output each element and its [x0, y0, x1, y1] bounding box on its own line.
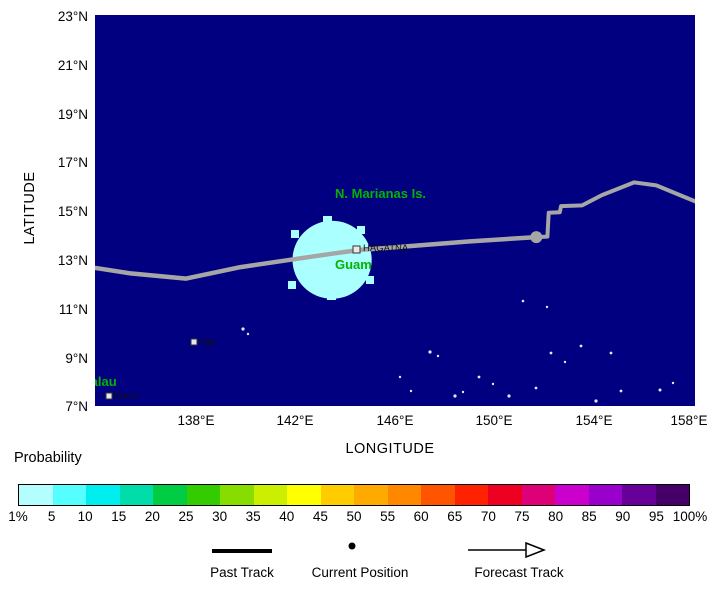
y-tick-label: 17°N [57, 155, 88, 170]
colorbar-tick-label: 20 [144, 509, 160, 524]
colorbar-segment [622, 485, 656, 505]
colorbar-segment [320, 485, 354, 505]
colorbar-segment [655, 485, 689, 505]
colorbar-segment [555, 485, 589, 505]
koror-marker [105, 392, 113, 400]
x-tick-label: 158°E [670, 413, 708, 428]
colorbar-tick-label: 35 [245, 509, 261, 524]
colorbar-segment [153, 485, 187, 505]
colorbar-segment [186, 485, 220, 505]
colorbar-segment [287, 485, 321, 505]
legend-current-position-dot [348, 542, 356, 550]
colorbar-tick-label: 40 [279, 509, 295, 524]
y-tick-label: 7°N [65, 399, 88, 414]
legend-forecast-arrowhead-icon [525, 541, 547, 559]
colorbar-segment [86, 485, 120, 505]
x-tick-label: 154°E [575, 413, 613, 428]
colorbar-tick-label: 60 [413, 509, 429, 524]
colorbar-tick-label: 1% [8, 509, 28, 524]
x-tick-label: 142°E [276, 413, 314, 428]
colorbar-segment [421, 485, 455, 505]
colorbar-segment [387, 485, 421, 505]
map-plot-area: N. Marianas Is. Guam Palau HAGATNA Yap K… [95, 15, 695, 406]
colorbar-tick-label: 10 [77, 509, 93, 524]
colorbar-tick-label: 80 [548, 509, 564, 524]
colorbar-tick-label: 75 [514, 509, 530, 524]
label-hagatna: HAGATNA [363, 243, 409, 254]
y-tick-label: 21°N [57, 58, 88, 73]
x-tick-label: 138°E [177, 413, 215, 428]
past-track-line [95, 234, 539, 281]
colorbar-segment [220, 485, 254, 505]
ocean-background [95, 15, 695, 406]
colorbar-tick-label: 25 [178, 509, 194, 524]
colorbar-tick-label: 15 [111, 509, 127, 524]
colorbar-tick-label: 90 [615, 509, 631, 524]
label-palau: Palau [95, 374, 117, 389]
label-n-marianas: N. Marianas Is. [335, 186, 427, 201]
probability-area [292, 220, 372, 299]
colorbar-tick-label: 85 [581, 509, 597, 524]
y-tick-label: 23°N [57, 9, 88, 24]
colorbar-tick-label: 95 [648, 509, 664, 524]
colorbar-segment [521, 485, 555, 505]
y-tick-label: 9°N [65, 351, 88, 366]
legend-current-position-label: Current Position [311, 565, 409, 580]
colorbar-tick-label: 50 [346, 509, 362, 524]
y-tick-label: 11°N [58, 302, 88, 317]
colorbar-segment [19, 485, 53, 505]
colorbar-tick-label: 100% [672, 509, 708, 524]
island-dots [241, 299, 675, 403]
legend-past-track-label: Past Track [210, 565, 274, 580]
label-guam: Guam [335, 257, 372, 272]
colorbar-tick-labels: 1% 5 10 15 20 25 30 35 40 45 50 55 60 65 70 75 80 85 90 95 1… [8, 509, 707, 525]
forecast-track-line [534, 180, 695, 240]
y-tick-label: 15°N [57, 204, 88, 219]
current-position-dot [530, 231, 543, 244]
colorbar-segment [52, 485, 86, 505]
colorbar-tick-label: 55 [380, 509, 396, 524]
x-axis-title: LONGITUDE [345, 441, 435, 457]
probability-colorbar [18, 484, 690, 506]
colorbar-segment [119, 485, 153, 505]
colorbar-tick-label: 70 [480, 509, 496, 524]
colorbar-tick-label: 65 [447, 509, 463, 524]
colorbar-tick-label: 5 [47, 509, 56, 524]
colorbar-segment [454, 485, 488, 505]
label-koror: Koror [114, 391, 139, 402]
y-tick-label: 19°N [57, 107, 88, 122]
colorbar-tick-label: 45 [312, 509, 328, 524]
colorbar-segment [588, 485, 622, 505]
y-tick-label: 13°N [57, 253, 88, 268]
colorbar-title: Probability [14, 450, 82, 466]
legend [212, 541, 547, 559]
hagatna-marker [352, 245, 361, 254]
probability-area-edge [288, 216, 374, 300]
x-tick-label: 146°E [376, 413, 414, 428]
colorbar-segment [253, 485, 287, 505]
x-tick-label: 150°E [475, 413, 513, 428]
colorbar-tick-label: 30 [212, 509, 228, 524]
yap-marker [190, 338, 198, 346]
colorbar-segment [488, 485, 522, 505]
label-yap: Yap [199, 337, 217, 348]
legend-forecast-track-label: Forecast Track [474, 565, 564, 580]
colorbar-segment [354, 485, 388, 505]
